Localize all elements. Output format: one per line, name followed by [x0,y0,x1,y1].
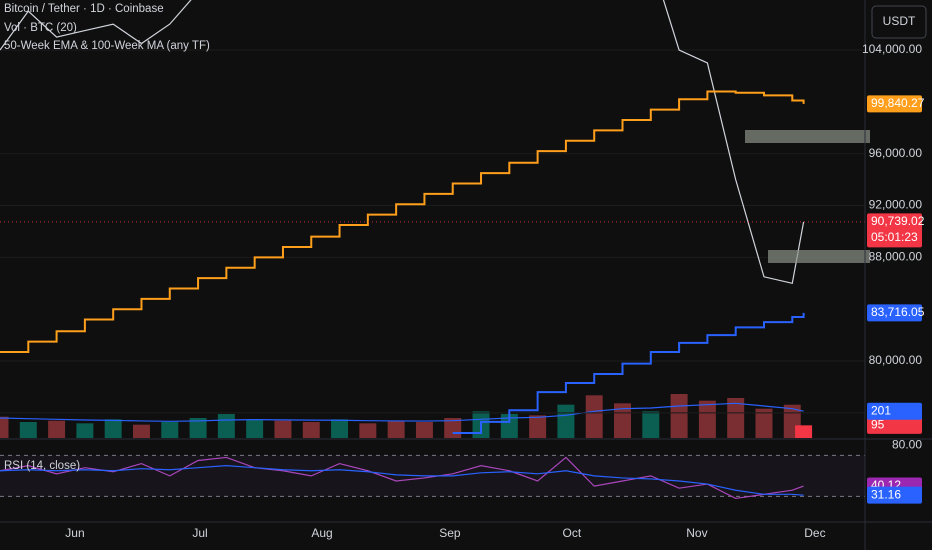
x-tick-label: Oct [563,526,582,540]
series-line [0,0,805,284]
y-tick-label: 104,000.00 [862,42,922,56]
series-line [452,312,805,434]
volume-bar [387,420,405,438]
x-tick-label: Nov [686,526,707,540]
y-tick-label: 88,000.00 [869,250,923,264]
price-tag [867,304,922,322]
series-line [0,465,804,496]
price-tag-label: 90,739.02 [871,214,925,228]
volume-pane [0,394,813,438]
volume-bar [331,419,349,438]
volume-bar [274,420,292,438]
volume-bar [19,422,37,438]
chart-title: Bitcoin / Tether · 1D · Coinbase [4,3,164,15]
x-tick-label: Dec [804,526,825,540]
volume-bar [217,414,235,438]
currency[interactable]: USDT [883,14,916,28]
volume-bar [104,419,122,438]
volume-bar [614,403,631,438]
price-tag [867,486,922,504]
volume-bar [48,420,66,438]
volume-bar [415,422,433,438]
volume-bar [727,398,745,438]
volume-bar [76,423,94,438]
volume-bar [500,414,518,438]
volume-bar [132,424,150,438]
labels: 104,000.00 96,000.00 92,000.00 88,000.00 80,… [65,42,924,540]
volume-bar [359,423,377,438]
volume-bar [189,418,207,438]
rsi-title: RSI (14, close) [4,460,80,472]
y-tick-label: 80.00 [892,437,922,451]
volume-bar [670,394,688,438]
volume-bar [529,415,547,438]
volume-bar [698,400,716,438]
zone [768,250,870,263]
price-tag-label: 201 [871,403,891,417]
countdown: 05:01:23 [871,230,918,244]
volume-title: Vol · BTC (20) [4,22,77,34]
price-tag-label: 83,716.05 [871,305,925,319]
currency-button[interactable] [871,5,927,39]
price-tag-label: 99,840.27 [871,96,925,110]
volume-bar [795,425,813,438]
series-line [0,90,805,353]
y-tick-label: 96,000.00 [869,146,923,160]
volume-bar [557,404,575,438]
price-tag [867,213,922,248]
volume-bar [161,422,179,438]
x-tick-label: Jul [192,526,207,540]
y-tick-label: 92,000.00 [869,198,923,212]
volume-bar [0,416,9,438]
price-pane [0,0,865,434]
volume-bar [755,408,773,438]
x-tick-label: Jun [65,526,84,540]
indicator-title: 50-Week EMA & 100-Week MA (any TF) [4,40,210,52]
series-line [0,456,804,500]
volume-bar [642,411,660,438]
x-tick-label: Sep [439,526,461,540]
price-tag-label: 31.16 [871,487,901,501]
volume-bar [585,395,603,438]
series-line [0,402,804,422]
rsi-pane [0,454,865,500]
volume-bar [246,419,264,438]
price-tag [867,416,922,434]
y-tick-label: 80,000.00 [869,353,923,367]
x-tick-label: Aug [311,526,332,540]
price-tag [867,95,922,113]
volume-bar [302,422,320,438]
price-tag [867,402,922,420]
zone [745,130,870,143]
price-tag-label: 95 [871,418,885,432]
